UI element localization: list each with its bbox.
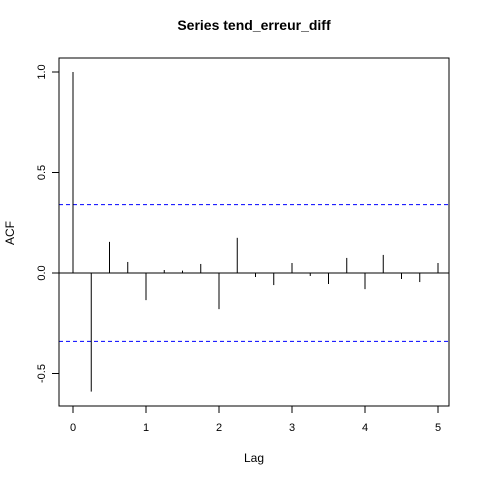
y-tick-label: 0.5 [36,165,48,180]
x-tick-label: 0 [70,422,76,434]
y-tick-label: 0.0 [36,265,48,280]
x-axis-label: Lag [244,451,264,465]
y-tick-label: -0.5 [36,364,48,383]
chart-title: Series tend_erreur_diff [177,17,331,33]
x-tick-label: 4 [362,422,368,434]
plot-frame [58,57,450,407]
x-tick-label: 5 [435,422,441,434]
x-tick-label: 2 [216,422,222,434]
y-axis-label: ACF [3,221,17,245]
axis-layer: 0 1 2 3 4 5 1.0 0.5 0.0 -0.5 [36,64,441,434]
plot-layer [59,72,449,392]
y-tick-label: 1.0 [36,64,48,79]
x-tick-label: 3 [289,422,295,434]
x-tick-label: 1 [143,422,149,434]
